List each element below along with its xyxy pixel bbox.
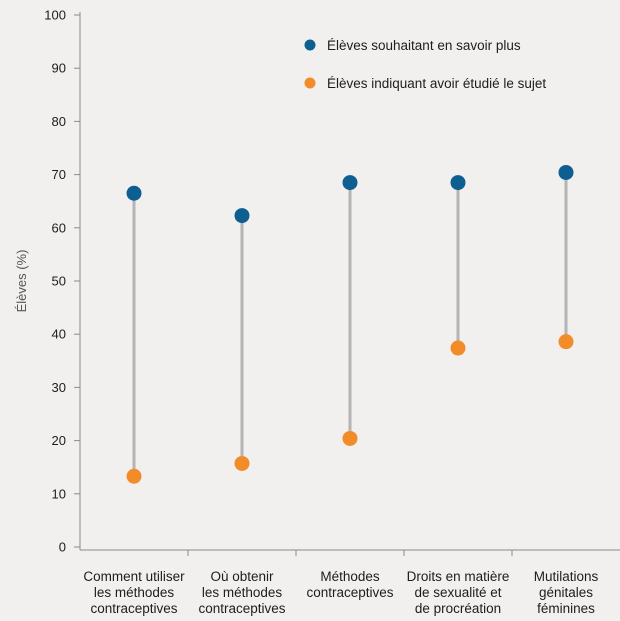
x-tick-label-line: Comment utiliser bbox=[83, 569, 185, 584]
point-want-to-know-more bbox=[558, 164, 574, 180]
point-want-to-know-more bbox=[450, 175, 466, 191]
x-tick-label-line: Où obtenir bbox=[210, 569, 274, 584]
x-tick-label-line: contraceptives bbox=[90, 601, 177, 616]
y-tick-label: 70 bbox=[52, 167, 66, 182]
point-want-to-know-more bbox=[342, 175, 358, 191]
y-tick-label: 50 bbox=[52, 274, 66, 289]
point-studied-topic bbox=[450, 340, 466, 356]
y-tick-label: 20 bbox=[52, 433, 66, 448]
y-tick-label: 80 bbox=[52, 114, 66, 129]
point-want-to-know-more bbox=[126, 185, 142, 201]
legend: Élèves souhaitant en savoir plus Élèves i… bbox=[304, 38, 546, 91]
y-axis-title: Élèves (%) bbox=[14, 250, 29, 313]
y-axis: 0 10 20 30 40 50 60 70 80 90 100 bbox=[44, 8, 81, 555]
x-tick-label-line: Méthodes bbox=[320, 569, 380, 584]
point-studied-topic bbox=[558, 334, 574, 350]
legend-label: Élèves souhaitant en savoir plus bbox=[327, 38, 521, 53]
x-tick-label: Droits en matière de sexualité et de procr… bbox=[407, 569, 510, 616]
y-tick-label: 30 bbox=[52, 380, 66, 395]
x-tick-label-line: les méthodes bbox=[202, 585, 283, 600]
y-tick-label: 90 bbox=[52, 61, 66, 76]
x-tick-label-line: féminines bbox=[537, 601, 595, 616]
data-points bbox=[126, 164, 574, 484]
x-tick-label-line: contraceptives bbox=[198, 601, 285, 616]
x-tick-label-line: Droits en matière bbox=[407, 569, 510, 584]
x-axis: Comment utiliser les méthodes contraceptiv… bbox=[80, 549, 620, 616]
x-tick-label-line: les méthodes bbox=[94, 585, 175, 600]
legend-marker bbox=[304, 77, 316, 89]
y-tick-label: 40 bbox=[52, 327, 66, 342]
point-want-to-know-more bbox=[234, 208, 250, 224]
x-tick-label-line: génitales bbox=[539, 585, 593, 600]
x-tick-label: Comment utiliser les méthodes contraceptiv… bbox=[83, 569, 185, 616]
x-tick-label: Méthodes contraceptives bbox=[306, 569, 393, 600]
connector-lines bbox=[132, 172, 568, 477]
point-studied-topic bbox=[342, 430, 358, 446]
y-tick-label: 0 bbox=[59, 540, 66, 555]
legend-marker bbox=[304, 39, 316, 51]
point-studied-topic bbox=[126, 468, 142, 484]
x-tick-label-line: Mutilations bbox=[534, 569, 599, 584]
x-tick-label: Où obtenir les méthodes contraceptives bbox=[198, 569, 285, 616]
y-tick-label: 10 bbox=[52, 486, 66, 501]
y-tick-label: 60 bbox=[52, 220, 66, 235]
y-tick-label: 100 bbox=[44, 8, 66, 23]
legend-label: Élèves indiquant avoir étudié le sujet bbox=[327, 76, 546, 91]
x-tick-label: Mutilations génitales féminines bbox=[534, 569, 599, 616]
x-tick-label-line: de procréation bbox=[415, 601, 501, 616]
x-tick-label-line: contraceptives bbox=[306, 585, 393, 600]
x-tick-label-line: de sexualité et bbox=[414, 585, 501, 600]
point-studied-topic bbox=[234, 455, 250, 471]
